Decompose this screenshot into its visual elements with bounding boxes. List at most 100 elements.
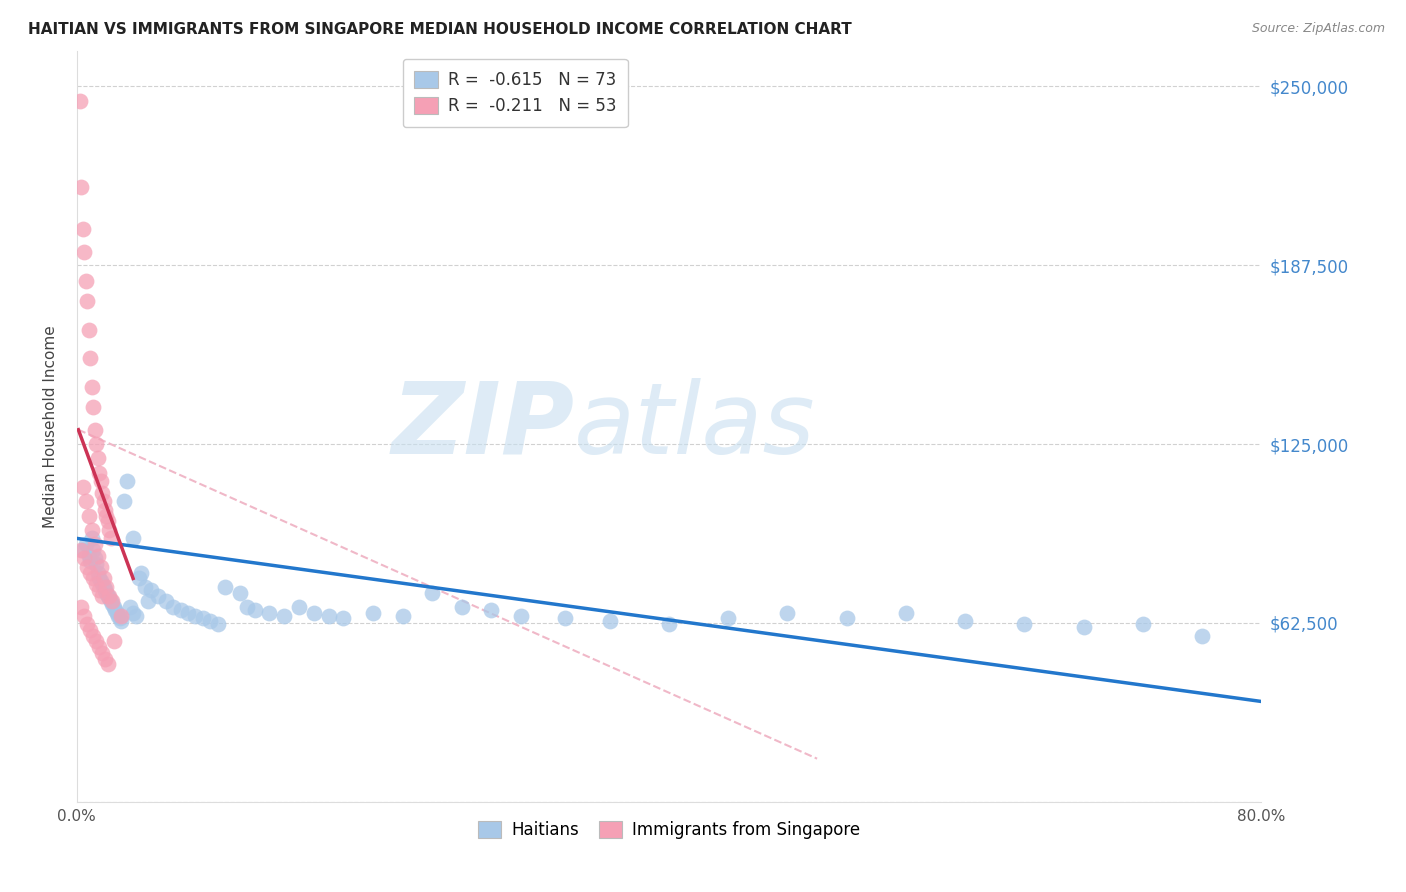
Point [75, 537, 97, 551]
Point [302, 606, 325, 620]
Point [228, 586, 250, 600]
Point [96, 580, 118, 594]
Point [108, 611, 131, 625]
Point [129, 566, 152, 580]
Point [100, 532, 122, 546]
Point [101, 594, 124, 608]
Point [86, 566, 108, 580]
Point [420, 586, 443, 600]
Point [93, 571, 115, 585]
Point [77, 322, 100, 336]
Point [93, 580, 115, 594]
Point [77, 549, 100, 563]
Point [894, 606, 917, 620]
Point [122, 532, 145, 546]
Point [80, 532, 103, 546]
Point [104, 603, 127, 617]
Point [76, 617, 98, 632]
Point [599, 615, 621, 629]
Point [97, 589, 120, 603]
Point [76, 293, 98, 308]
Point [73, 245, 96, 260]
Point [86, 451, 108, 466]
Point [79, 623, 101, 637]
Point [259, 606, 281, 620]
Point [75, 494, 97, 508]
Point [96, 586, 118, 600]
Point [139, 582, 162, 597]
Point [91, 577, 114, 591]
Point [236, 600, 259, 615]
Point [776, 606, 799, 620]
Point [90, 474, 112, 488]
Point [169, 603, 191, 617]
Point [122, 606, 145, 620]
Point [82, 629, 104, 643]
Point [73, 551, 96, 566]
Point [103, 634, 125, 648]
Point [391, 608, 413, 623]
Text: atlas: atlas [574, 377, 815, 475]
Point [155, 594, 177, 608]
Y-axis label: Median Household Income: Median Household Income [44, 325, 58, 527]
Point [953, 615, 976, 629]
Point [120, 600, 142, 615]
Point [835, 611, 858, 625]
Point [1014, 617, 1036, 632]
Point [98, 523, 121, 537]
Point [177, 606, 200, 620]
Point [70, 542, 93, 557]
Point [450, 600, 472, 615]
Point [198, 615, 221, 629]
Point [83, 537, 105, 551]
Point [243, 603, 266, 617]
Point [101, 597, 124, 611]
Point [90, 560, 112, 574]
Point [80, 523, 103, 537]
Point [86, 549, 108, 563]
Point [107, 608, 129, 623]
Point [97, 657, 120, 672]
Point [91, 646, 114, 660]
Point [94, 651, 117, 665]
Point [75, 274, 97, 288]
Point [148, 589, 170, 603]
Point [162, 600, 184, 615]
Point [79, 566, 101, 580]
Point [72, 542, 94, 557]
Point [87, 582, 110, 597]
Point [717, 611, 740, 625]
Point [87, 466, 110, 480]
Point [70, 600, 93, 615]
Point [98, 589, 121, 603]
Point [1073, 620, 1095, 634]
Point [83, 551, 105, 566]
Point [91, 589, 114, 603]
Point [82, 542, 104, 557]
Point [83, 423, 105, 437]
Point [554, 611, 576, 625]
Legend: Haitians, Immigrants from Singapore: Haitians, Immigrants from Singapore [471, 814, 868, 846]
Point [87, 640, 110, 654]
Point [84, 634, 107, 648]
Point [1191, 629, 1213, 643]
Point [90, 574, 112, 589]
Point [80, 380, 103, 394]
Point [72, 480, 94, 494]
Point [288, 600, 311, 615]
Point [115, 474, 138, 488]
Point [87, 571, 110, 585]
Point [103, 600, 125, 615]
Point [191, 611, 214, 625]
Point [207, 617, 229, 632]
Point [125, 608, 148, 623]
Point [481, 603, 503, 617]
Point [84, 577, 107, 591]
Point [91, 485, 114, 500]
Point [96, 508, 118, 523]
Point [110, 615, 132, 629]
Point [214, 580, 236, 594]
Point [76, 560, 98, 574]
Point [82, 571, 104, 585]
Point [84, 437, 107, 451]
